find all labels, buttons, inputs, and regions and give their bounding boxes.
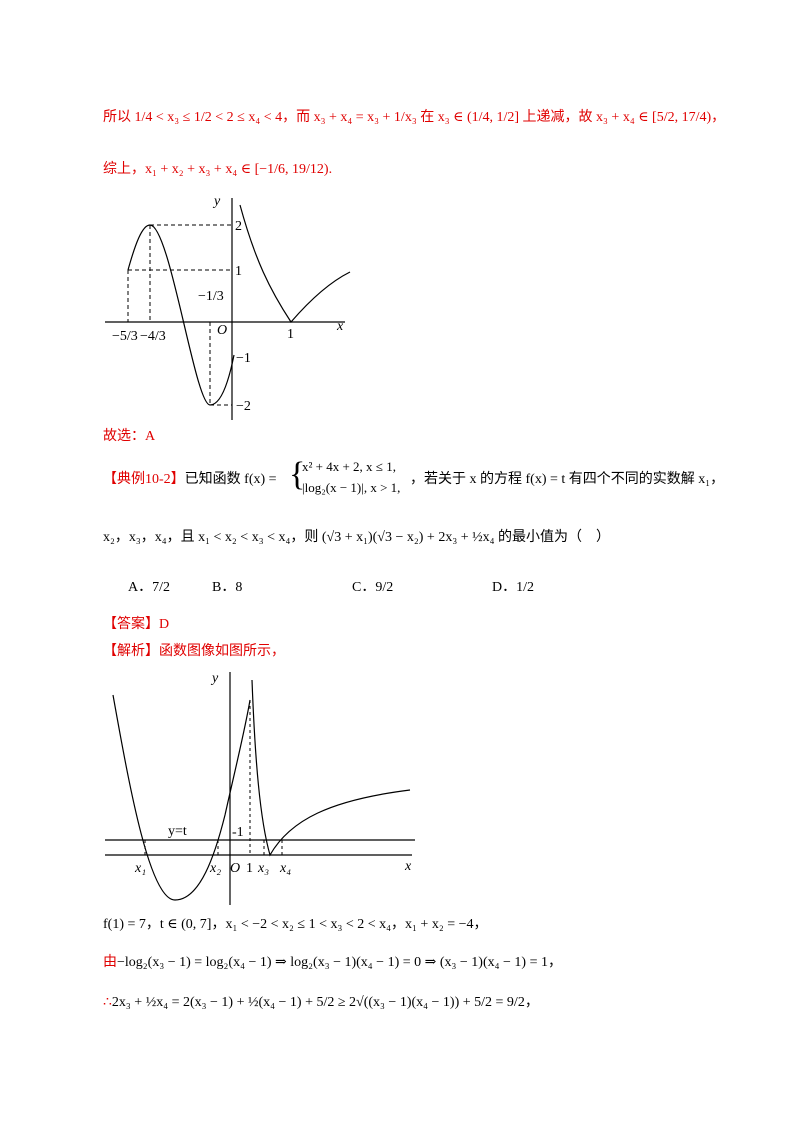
label: −4/3 — [140, 329, 166, 344]
paragraph: f(1) = 7，t ∈ (0, 7]，x₁ < −2 < x₂ ≤ 1 < x… — [103, 917, 488, 932]
lead: 由 — [103, 955, 117, 970]
curve — [112, 694, 251, 901]
label: y — [212, 194, 221, 209]
label: 2 — [235, 219, 242, 234]
label: 1 — [287, 327, 294, 342]
question-line: x₂，x₃，x₄，且 x₁ < x₂ < x₃ < x₄，则 (√3 + x₁)… — [103, 530, 610, 545]
label: 1 — [235, 264, 242, 279]
text: 函数图像如图所示， — [159, 644, 285, 659]
case: |log₂(x − 1)|, x > 1, — [302, 480, 401, 495]
analysis: 【解析】函数图像如图所示， — [103, 642, 285, 662]
option: B．8 — [212, 580, 243, 595]
answer: 【答案】D — [103, 615, 169, 635]
label: x — [404, 859, 412, 874]
label: 【解析】 — [103, 644, 159, 659]
option: D．1/2 — [492, 580, 534, 595]
paragraph: 综上，x₁ + x₂ + x₃ + x₄ ∈ [−1/6, 19/12). — [103, 162, 333, 177]
label: 【典例10-2】 — [103, 472, 185, 487]
label: O — [230, 861, 240, 876]
label: −1 — [236, 351, 251, 366]
text: 2x₃ + ½x₄ = 2(x₃ − 1) + ½(x₄ − 1) + 5/2 … — [111, 995, 539, 1010]
text: −log₂(x₃ − 1) = log₂(x₄ − 1) ⇒ log₂(x₃ −… — [117, 955, 562, 970]
curve — [251, 679, 411, 857]
label: −5/3 — [112, 329, 138, 344]
option: C．9/2 — [352, 580, 394, 595]
curve — [127, 224, 235, 406]
label: 1 — [246, 861, 253, 876]
label: −2 — [236, 399, 251, 414]
question-line: 【典例10-2】已知函数 f(x) = — [103, 470, 277, 490]
text: D — [159, 617, 170, 632]
label: x₄ — [279, 861, 291, 876]
paragraph: 故选：A — [103, 429, 156, 444]
label: y — [210, 671, 219, 686]
label: x₂ — [209, 861, 221, 876]
figure: y x y=t -1 x₁ x₂ O 1 x₃ x₄ — [105, 671, 415, 905]
label: −1/3 — [198, 289, 224, 304]
figure: y x 2 1 −1 −2 −1/3 O 1 −5/3 −4/3 — [105, 194, 351, 420]
paragraph: 所以 1/4 < x₃ ≤ 1/2 < 2 ≤ x₄ < 4，而 x₃ + x₄… — [103, 110, 726, 125]
case: x² + 4x + 2, x ≤ 1, — [302, 459, 396, 474]
brace: { — [289, 456, 306, 493]
label: 【答案】 — [103, 617, 159, 632]
text: ，若关于 x 的方程 f(x) = t 有四个不同的实数解 x₁， — [410, 472, 725, 487]
paragraph: ∴2x₃ + ½x₄ = 2(x₃ − 1) + ½(x₄ − 1) + 5/2… — [103, 993, 539, 1013]
paragraph: 由−log₂(x₃ − 1) = log₂(x₄ − 1) ⇒ log₂(x₃ … — [103, 953, 562, 973]
lead: ∴ — [103, 995, 112, 1010]
label: x — [336, 319, 344, 334]
curve — [239, 204, 351, 323]
label: -1 — [232, 825, 244, 840]
text: 已知函数 f(x) = — [184, 472, 277, 487]
option: A．7/2 — [128, 580, 170, 595]
label: O — [217, 323, 227, 338]
label: x₃ — [257, 861, 269, 876]
label: y=t — [168, 824, 187, 839]
label: x₁ — [134, 861, 146, 876]
